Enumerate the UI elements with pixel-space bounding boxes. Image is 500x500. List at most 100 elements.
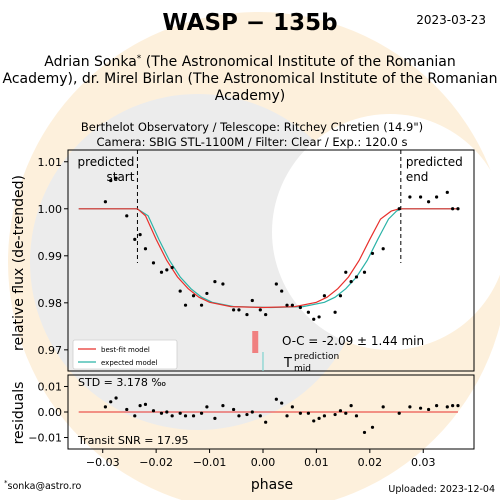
residual-point <box>322 414 327 418</box>
x-tick-label: 0.00 <box>251 456 276 469</box>
data-point <box>205 291 209 296</box>
residual-point <box>333 412 337 417</box>
data-point <box>333 310 337 314</box>
residual-point <box>183 414 188 418</box>
residuals-panel: −0.01 0.00 0.01 −0.03 −0.02 −0.01 0.00 0.01 0.02… <box>28 374 475 469</box>
residual-point <box>138 404 142 408</box>
y-axis-label: relative flux (de-trended) <box>11 175 27 351</box>
predicted-start-label-1: predicted <box>78 155 135 169</box>
svg-text:*sonka@astro.ro: *sonka@astro.ro <box>4 479 81 492</box>
data-point <box>170 265 174 270</box>
email-mark: * <box>4 479 8 487</box>
residual-point <box>178 411 182 415</box>
author-name: Adrian Sonka <box>44 54 137 70</box>
data-point <box>250 298 254 303</box>
data-point <box>298 305 302 310</box>
x-tick-label: −0.02 <box>139 456 173 469</box>
data-point <box>408 195 412 199</box>
data-point <box>418 195 423 199</box>
residual-point <box>426 407 431 412</box>
author-mark: * <box>137 54 142 64</box>
residual-point <box>418 406 423 410</box>
data-point <box>306 310 310 314</box>
tmid-label: T <box>283 356 292 371</box>
data-point <box>445 190 449 194</box>
residual-point <box>237 414 241 418</box>
residual-point <box>456 404 460 408</box>
watermark-white-circle <box>272 114 500 350</box>
std-text: STD = 3.178 ‰ <box>78 376 166 389</box>
data-point <box>426 200 431 204</box>
planet-title: WASP − 135b <box>162 10 337 36</box>
authors-line-2: Academy), dr. Mirel Birlan (The Astronom… <box>2 71 497 87</box>
residual-point <box>397 411 401 415</box>
data-point <box>199 303 204 307</box>
residual-point <box>103 405 107 409</box>
residual-point <box>245 412 249 417</box>
data-point <box>178 289 182 293</box>
data-point <box>349 280 353 284</box>
x-tick-label: 0.03 <box>411 456 436 469</box>
residual-point <box>264 420 268 424</box>
legend-box <box>72 339 178 370</box>
residual-point <box>159 411 164 415</box>
data-point <box>451 207 455 211</box>
residual-point <box>114 396 118 400</box>
residual-point <box>232 407 236 412</box>
y-tick-label: 1.00 <box>38 203 63 216</box>
data-point <box>237 308 241 312</box>
residual-point <box>258 414 262 418</box>
uploaded-date: Uploaded: 2023-12-04 <box>388 484 495 495</box>
data-point <box>125 214 129 218</box>
residual-point <box>354 414 359 418</box>
residual-point <box>285 414 289 418</box>
residual-point <box>143 402 148 406</box>
data-point <box>165 268 169 272</box>
data-point <box>456 207 460 211</box>
residual-point <box>344 411 348 415</box>
data-point <box>338 294 343 298</box>
residual-point <box>133 414 137 418</box>
residual-point <box>338 409 343 413</box>
data-point <box>213 280 217 284</box>
residual-point <box>199 411 204 415</box>
residual-point <box>435 404 439 408</box>
residual-point <box>306 411 310 415</box>
residual-point <box>312 419 316 423</box>
data-point <box>354 275 359 279</box>
data-point <box>151 261 156 265</box>
authors-block: Adrian Sonka* (The Astronomical Institut… <box>2 54 497 104</box>
camera-info: Camera: SBIG STL-1100M / Filter: Clear /… <box>96 135 407 149</box>
observation-date: 2023-03-23 <box>416 13 486 27</box>
data-point <box>103 200 107 204</box>
x-axis-label: phase <box>251 477 293 493</box>
contact-email: sonka@astro.ro <box>8 481 82 492</box>
x-tick-label: 0.02 <box>358 456 383 469</box>
data-point <box>264 312 268 317</box>
residual-point <box>451 404 455 408</box>
authors-line-3: Academy) <box>215 88 286 104</box>
data-point <box>159 270 164 274</box>
data-point <box>322 294 327 298</box>
data-point <box>274 282 278 286</box>
data-point <box>290 303 294 307</box>
data-point <box>143 247 148 251</box>
predicted-start-label-2: start <box>106 170 134 184</box>
plot-frame <box>67 149 475 372</box>
residual-point <box>408 405 412 409</box>
observatory-info: Berthelot Observatory / Telescope: Ritch… <box>81 120 423 134</box>
x-tick-label: 0.01 <box>304 456 329 469</box>
y-tick-label: 0.99 <box>38 250 63 263</box>
oc-bar <box>252 331 259 353</box>
author-affiliation: (The Astronomical Institute of the Roman… <box>141 54 455 70</box>
data-point <box>397 207 401 211</box>
residual-point <box>349 404 353 408</box>
exoclock-watermark-logo <box>8 12 500 500</box>
data-point <box>114 176 118 180</box>
data-point <box>285 303 289 307</box>
y-tick-label: 0.97 <box>38 344 63 357</box>
data-point <box>258 308 262 312</box>
svg-text:Adrian Sonka* (The Astronomica: Adrian Sonka* (The Astronomical Institut… <box>44 54 455 70</box>
tmid-sup-label: prediction <box>294 352 339 362</box>
